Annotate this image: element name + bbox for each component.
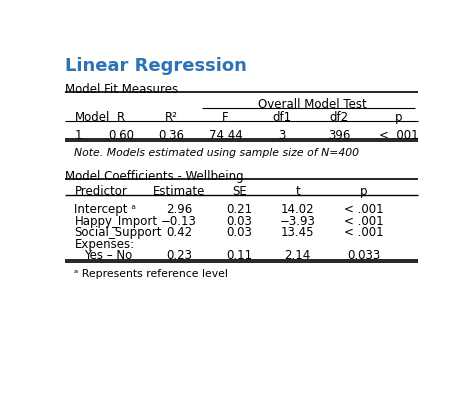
Text: Yes – No: Yes – No [84, 249, 132, 262]
Text: Intercept ᵃ: Intercept ᵃ [74, 203, 136, 216]
Text: SE: SE [232, 185, 247, 198]
Text: 0.03: 0.03 [227, 226, 252, 239]
Text: 14.02: 14.02 [281, 203, 314, 216]
Text: 2.96: 2.96 [166, 203, 192, 216]
Text: 1: 1 [74, 129, 82, 142]
Text: Model Fit Measures: Model Fit Measures [65, 83, 178, 96]
Text: 74.44: 74.44 [209, 129, 243, 142]
Text: df1: df1 [273, 111, 292, 124]
Text: −0.13: −0.13 [161, 215, 197, 228]
Text: df2: df2 [330, 111, 349, 124]
Text: 0.36: 0.36 [158, 129, 184, 142]
Text: Estimate: Estimate [153, 185, 205, 198]
Text: 3: 3 [278, 129, 286, 142]
Text: < .001: < .001 [379, 129, 418, 142]
Text: 396: 396 [328, 129, 350, 142]
Text: 0.033: 0.033 [347, 249, 380, 262]
Text: F: F [222, 111, 229, 124]
Text: 0.60: 0.60 [108, 129, 134, 142]
Text: 13.45: 13.45 [281, 226, 314, 239]
Text: R²: R² [165, 111, 178, 124]
Text: Model Coefficients - Wellbeing: Model Coefficients - Wellbeing [65, 170, 244, 183]
Text: Expenses:: Expenses: [74, 238, 135, 251]
Text: R: R [117, 111, 125, 124]
Text: Linear Regression: Linear Regression [65, 57, 247, 75]
Text: 0.03: 0.03 [227, 215, 252, 228]
Text: 0.21: 0.21 [227, 203, 252, 216]
Text: Happy_Import: Happy_Import [74, 215, 157, 228]
Text: Note. Models estimated using sample size of N=400: Note. Models estimated using sample size… [74, 148, 359, 158]
Text: Overall Model Test: Overall Model Test [258, 98, 366, 110]
Text: 0.11: 0.11 [227, 249, 252, 262]
Text: Model: Model [74, 111, 110, 124]
Text: 0.23: 0.23 [166, 249, 192, 262]
Text: < .001: < .001 [344, 203, 383, 216]
Text: p: p [395, 111, 402, 124]
Text: ᵃ Represents reference level: ᵃ Represents reference level [74, 269, 228, 279]
Text: < .001: < .001 [344, 226, 383, 239]
Text: −3.93: −3.93 [280, 215, 316, 228]
Text: p: p [360, 185, 367, 198]
Text: < .001: < .001 [344, 215, 383, 228]
Text: t: t [295, 185, 300, 198]
Text: Predictor: Predictor [74, 185, 127, 198]
Text: 0.42: 0.42 [166, 226, 192, 239]
Text: 2.14: 2.14 [284, 249, 311, 262]
Text: Social_Support: Social_Support [74, 226, 162, 239]
